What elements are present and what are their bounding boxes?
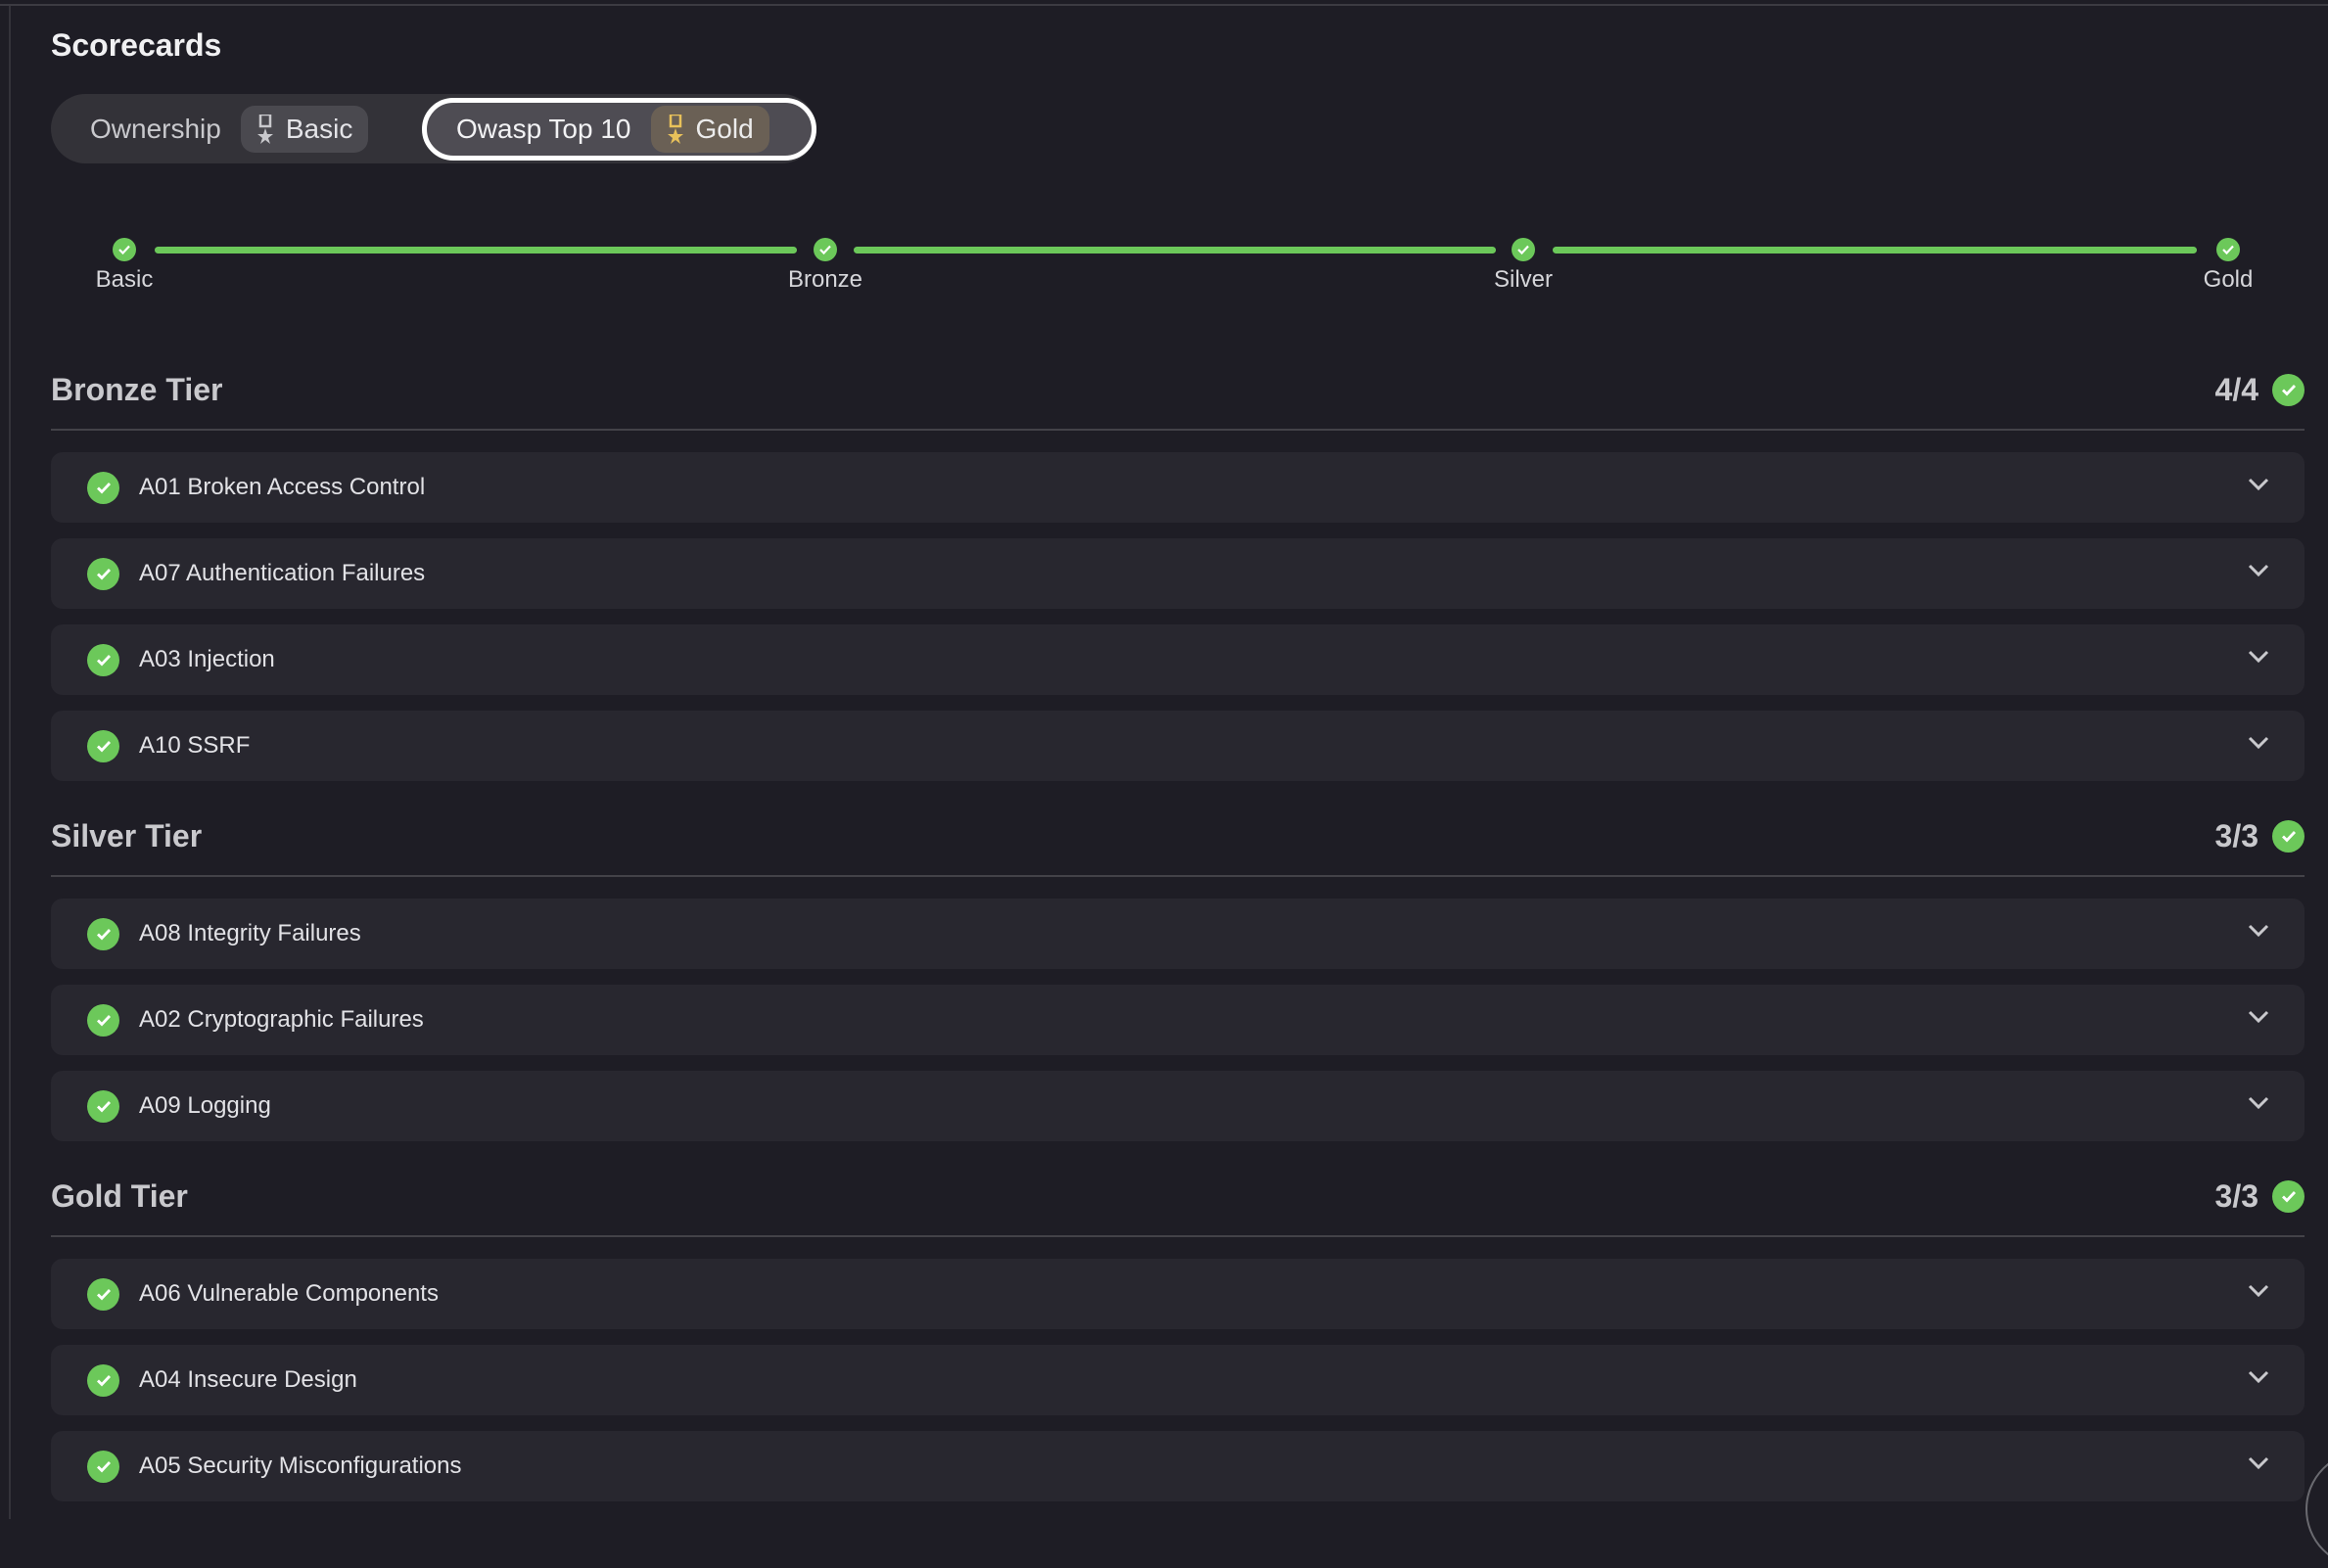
- check-icon: [1512, 238, 1535, 261]
- chevron-down-icon[interactable]: [2248, 1284, 2269, 1303]
- check-circle-icon: [87, 643, 119, 676]
- check-name: A01 Broken Access Control: [139, 474, 426, 500]
- tier-name: Silver Tier: [51, 817, 203, 853]
- tier-section: Gold Tier 3/3 A06 Vulnerable Components …: [51, 1141, 2305, 1501]
- check-circle-icon: [87, 1363, 119, 1397]
- check-row[interactable]: A02 Cryptographic Failures: [51, 985, 2305, 1055]
- tier-section: Silver Tier 3/3 A08 Integrity Failures A…: [51, 781, 2305, 1141]
- tier-name: Bronze Tier: [51, 371, 223, 407]
- check-circle-icon: [87, 1089, 119, 1123]
- check-circle-icon: [2272, 819, 2305, 853]
- check-icon: [113, 238, 136, 261]
- check-circle-icon: [87, 729, 119, 762]
- level-badge-basic: Basic: [240, 105, 369, 153]
- check-icon: [2216, 238, 2240, 261]
- check-row[interactable]: A09 Logging: [51, 1071, 2305, 1141]
- check-circle-icon: [87, 917, 119, 950]
- tier-header: Bronze Tier 4/4: [51, 335, 2305, 431]
- check-name: A04 Insecure Design: [139, 1366, 357, 1393]
- tier-header: Gold Tier 3/3: [51, 1141, 2305, 1237]
- check-circle-icon: [2272, 1179, 2305, 1213]
- scorecard-owasp-selected[interactable]: Owasp Top 10 Gold: [422, 98, 816, 161]
- check-row[interactable]: A08 Integrity Failures: [51, 899, 2305, 969]
- check-circle-icon: [87, 557, 119, 590]
- chevron-down-icon[interactable]: [2248, 1370, 2269, 1389]
- chevron-down-icon[interactable]: [2248, 736, 2269, 755]
- tier-section: Bronze Tier 4/4 A01 Broken Access Contro…: [51, 335, 2305, 781]
- top-border: [0, 0, 2328, 6]
- check-name: A10 SSRF: [139, 732, 251, 759]
- progress-label-basic: Basic: [95, 266, 154, 293]
- check-name: A07 Authentication Failures: [139, 560, 426, 586]
- floating-button[interactable]: [2305, 1451, 2328, 1568]
- chevron-down-icon[interactable]: [2248, 1096, 2269, 1115]
- check-row[interactable]: A01 Broken Access Control: [51, 452, 2305, 523]
- progress-label-gold: Gold: [2203, 266, 2254, 293]
- chevron-down-icon[interactable]: [2248, 1010, 2269, 1029]
- check-name: A06 Vulnerable Components: [139, 1280, 439, 1307]
- left-border: [9, 6, 11, 1519]
- medal-icon: [667, 115, 683, 144]
- check-name: A03 Injection: [139, 646, 275, 672]
- check-name: A09 Logging: [139, 1092, 271, 1119]
- check-row[interactable]: A05 Security Misconfigurations: [51, 1431, 2305, 1501]
- check-row[interactable]: A06 Vulnerable Components: [51, 1259, 2305, 1329]
- level-badge-gold: Gold: [650, 106, 769, 153]
- check-circle-icon: [87, 1277, 119, 1311]
- check-row[interactable]: A10 SSRF: [51, 711, 2305, 781]
- scorecard-owasp-label: Owasp Top 10: [456, 114, 631, 144]
- check-row[interactable]: A07 Authentication Failures: [51, 538, 2305, 609]
- check-icon: [814, 238, 837, 261]
- chevron-down-icon[interactable]: [2248, 650, 2269, 669]
- check-row[interactable]: A04 Insecure Design: [51, 1345, 2305, 1415]
- progress-bar-segment: [854, 247, 1496, 254]
- check-circle-icon: [87, 471, 119, 504]
- chevron-down-icon[interactable]: [2248, 1456, 2269, 1475]
- chevron-down-icon[interactable]: [2248, 478, 2269, 496]
- page-title: Scorecards: [51, 27, 222, 63]
- tier-count: 3/3: [2215, 1178, 2305, 1215]
- level-badge-label: Gold: [695, 114, 754, 144]
- check-name: A02 Cryptographic Failures: [139, 1006, 424, 1033]
- tier-header: Silver Tier 3/3: [51, 781, 2305, 877]
- check-circle-icon: [87, 1450, 119, 1483]
- check-row[interactable]: A03 Injection: [51, 624, 2305, 695]
- tier-name: Gold Tier: [51, 1177, 188, 1214]
- scorecard-ownership-label[interactable]: Ownership: [90, 113, 221, 144]
- tier-count-text: 3/3: [2214, 817, 2258, 853]
- check-name: A08 Integrity Failures: [139, 920, 361, 946]
- tier-count-text: 4/4: [2214, 371, 2258, 407]
- check-name: A05 Security Misconfigurations: [139, 1453, 462, 1479]
- tier-count: 4/4: [2215, 372, 2305, 408]
- scorecard-selector: Ownership Basic Owasp Top 10 Gold: [51, 94, 816, 163]
- check-circle-icon: [2272, 373, 2305, 406]
- progress-bar-segment: [1553, 247, 2197, 254]
- check-circle-icon: [87, 1003, 119, 1037]
- tier-count-text: 3/3: [2214, 1177, 2258, 1214]
- tier-list: Bronze Tier 4/4 A01 Broken Access Contro…: [51, 335, 2305, 1501]
- progress-label-silver: Silver: [1493, 266, 1554, 293]
- level-badge-label: Basic: [285, 113, 353, 144]
- chevron-down-icon[interactable]: [2248, 564, 2269, 582]
- progress-label-bronze: Bronze: [787, 266, 863, 293]
- tier-count: 3/3: [2215, 818, 2305, 854]
- progress-bar-segment: [155, 247, 797, 254]
- chevron-down-icon[interactable]: [2248, 924, 2269, 943]
- medal-icon: [256, 114, 273, 144]
